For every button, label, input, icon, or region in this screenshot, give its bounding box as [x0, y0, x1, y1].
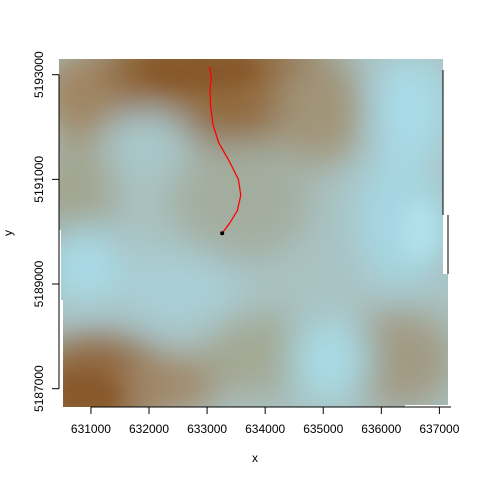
valley-northeast: [370, 55, 450, 165]
terrain-raster: [25, 30, 455, 435]
x-axis-title: x: [252, 451, 258, 465]
x-axis: 631000 632000 633000 634000 635000 636000 6370…: [71, 407, 460, 436]
na-strip-west: [59, 300, 63, 407]
x-tick-label: 632000: [129, 422, 169, 436]
x-tick-label: 636000: [361, 422, 401, 436]
valley-center: [120, 250, 240, 330]
x-tick-label: 635000: [303, 422, 343, 436]
slope-north-east: [275, 55, 365, 165]
peak-north: [140, 50, 260, 90]
na-strip-east-low: [448, 274, 451, 407]
x-tick-label: 637000: [419, 422, 459, 436]
ridge-northwest: [40, 50, 120, 140]
y-tick-label: 5193000: [32, 51, 46, 98]
start-point: [220, 231, 224, 235]
na-strip-east: [443, 59, 451, 274]
y-tick-label: 5187000: [32, 365, 46, 412]
y-tick-label: 5189000: [32, 260, 46, 307]
lake-east: [400, 200, 440, 260]
x-tick-label: 631000: [71, 422, 111, 436]
x-tick-label: 634000: [245, 422, 285, 436]
y-axis-title: y: [1, 230, 15, 236]
y-tick-label: 5191000: [32, 156, 46, 203]
valley-north-west: [110, 110, 190, 170]
valley-south-east: [290, 320, 370, 400]
y-axis: 5187000 5189000 5191000 5193000: [32, 51, 59, 412]
x-tick-label: 633000: [187, 422, 227, 436]
